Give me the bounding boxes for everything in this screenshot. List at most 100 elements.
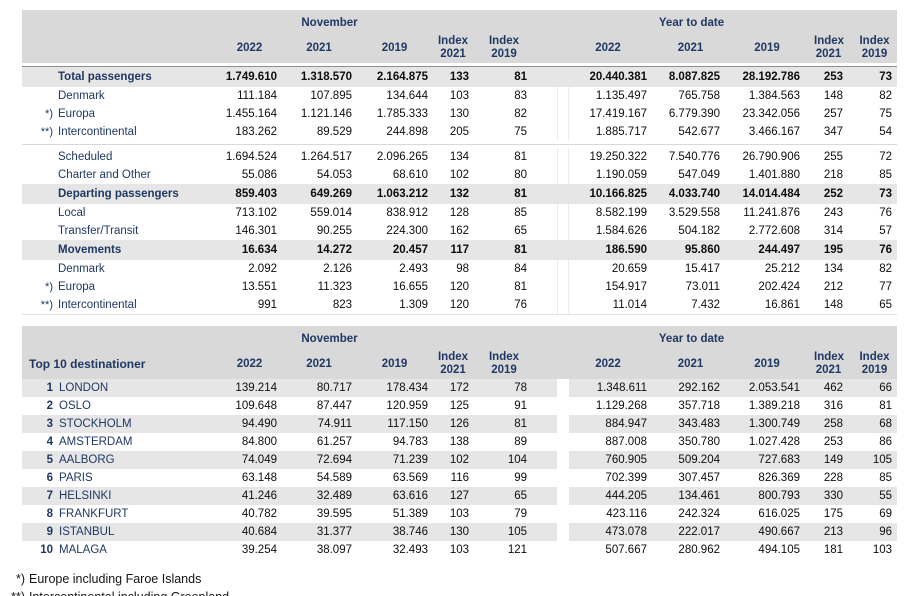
row-label: Europa	[58, 281, 96, 293]
period-header-november: November	[301, 333, 358, 345]
value-cell: 314	[823, 225, 843, 237]
value-cell: 509.204	[661, 451, 734, 469]
value-cell: 243	[823, 207, 843, 219]
value-cell: 19.250.322	[589, 151, 647, 163]
column-spacer	[557, 87, 569, 105]
value-cell: 76	[879, 244, 892, 256]
value-cell: 13.551	[241, 281, 277, 293]
value-cell: 121	[507, 544, 527, 556]
value-cell: 99	[514, 472, 527, 484]
value-cell: 75	[879, 108, 892, 120]
header-columns-row: Top 10 destinationer 2022 2021 2019 Index 202…	[22, 349, 897, 379]
value-cell: 195	[823, 244, 843, 256]
table-row: *) Europa 13.551 11.323 16.655 120 81 154.917 73…	[22, 278, 897, 296]
value-cell: 20.659	[611, 263, 647, 275]
destination-label-cell: 3 STOCKHOLM	[22, 415, 222, 433]
column-spacer	[557, 505, 569, 523]
index-header-line: Index	[488, 351, 520, 363]
value-cell: 104	[481, 451, 557, 469]
value-cell: 2.493	[399, 263, 428, 275]
column-spacer	[557, 433, 569, 451]
value-cell: 79	[514, 508, 527, 520]
destination-rank: 10	[40, 544, 53, 556]
value-cell: 1.694.524	[225, 151, 277, 163]
value-cell: 175	[823, 508, 843, 520]
value-cell: 96	[857, 523, 897, 541]
value-cell: 826.369	[758, 472, 800, 484]
index-header-line: Index	[437, 351, 469, 363]
value-cell: 80	[514, 169, 527, 181]
value-cell: 120	[449, 299, 469, 311]
index-header-line: 2021	[815, 48, 842, 60]
value-cell: 1.027.428	[748, 436, 800, 448]
column-spacer	[557, 67, 569, 87]
value-cell: 85	[514, 207, 527, 219]
value-cell: 212	[823, 281, 843, 293]
value-cell: 2.053.541	[734, 379, 814, 397]
value-cell: 6.779.390	[668, 108, 720, 120]
destination-rank: 3	[46, 418, 53, 430]
value-cell: 800.793	[734, 487, 814, 505]
destination-rank: 6	[46, 472, 53, 484]
footnote-marker: **)	[40, 299, 53, 311]
value-cell: 1.348.611	[569, 379, 661, 397]
column-spacer	[557, 379, 569, 397]
value-cell: 330	[814, 487, 857, 505]
value-cell: 181	[823, 544, 843, 556]
value-cell: 2.772.608	[748, 225, 800, 237]
column-spacer	[557, 541, 569, 559]
value-cell: 134.461	[661, 487, 734, 505]
value-cell: 838.912	[386, 207, 428, 219]
value-cell: 258	[814, 415, 857, 433]
destination-row: 6 PARIS 63.148 54.589 63.569 116 99 702.399 307.…	[22, 469, 897, 487]
value-cell: 7.432	[691, 299, 720, 311]
destination-name: STOCKHOLM	[59, 418, 132, 430]
value-cell: 65	[481, 487, 557, 505]
traffic-table-body: Total passengers 1.749.610 1.318.570 2.164.…	[22, 66, 897, 314]
value-cell: 133	[449, 71, 469, 83]
destination-rank: 2	[46, 400, 53, 412]
row-label-cell: Denmark	[22, 87, 222, 105]
row-label-cell: **) Intercontinental	[22, 296, 222, 314]
value-cell: 292.162	[661, 379, 734, 397]
row-label-cell: Local	[22, 204, 222, 222]
index-header-line: Index	[859, 35, 890, 47]
column-spacer	[557, 296, 569, 314]
value-cell: 649.269	[310, 188, 352, 200]
column-spacer	[557, 397, 569, 415]
destination-row: 3 STOCKHOLM 94.490 74.911 117.150 126 81 884.94…	[22, 415, 897, 433]
value-cell: 16.861	[764, 299, 800, 311]
index-header-line: 2021	[815, 364, 842, 376]
index-column-header: Index 2019	[857, 349, 897, 379]
destination-name: PARIS	[59, 472, 93, 484]
value-cell: 1.135.497	[595, 90, 647, 102]
value-cell: 54	[879, 126, 892, 138]
value-cell: 125	[449, 400, 469, 412]
value-cell: 40.684	[222, 523, 286, 541]
value-cell: 1.264.517	[300, 151, 352, 163]
value-cell: 547.049	[678, 169, 720, 181]
header-period-row: November Year to date	[22, 10, 897, 33]
value-cell: 2.126	[323, 263, 352, 275]
value-cell: 94.783	[392, 436, 428, 448]
value-cell: 117	[450, 244, 469, 256]
value-cell: 244.497	[758, 244, 800, 256]
value-cell: 65	[514, 225, 527, 237]
value-cell: 462	[814, 379, 857, 397]
row-label: Denmark	[58, 90, 105, 102]
value-cell: 105	[857, 451, 897, 469]
value-cell: 887.008	[605, 436, 647, 448]
value-cell: 11.014	[612, 299, 647, 311]
footnote-marker	[28, 166, 58, 184]
value-cell: 82	[879, 263, 892, 275]
column-spacer	[557, 166, 569, 184]
index-header-line: Index	[859, 351, 890, 363]
value-cell: 350.780	[678, 436, 720, 448]
footnote-marker: **)	[5, 588, 29, 596]
value-cell: 74.049	[222, 451, 286, 469]
value-cell: 89	[514, 436, 527, 448]
footnote-marker	[28, 67, 58, 87]
value-cell: 504.182	[678, 225, 720, 237]
value-cell: 178.434	[361, 379, 437, 397]
value-cell: 7.540.776	[668, 151, 720, 163]
